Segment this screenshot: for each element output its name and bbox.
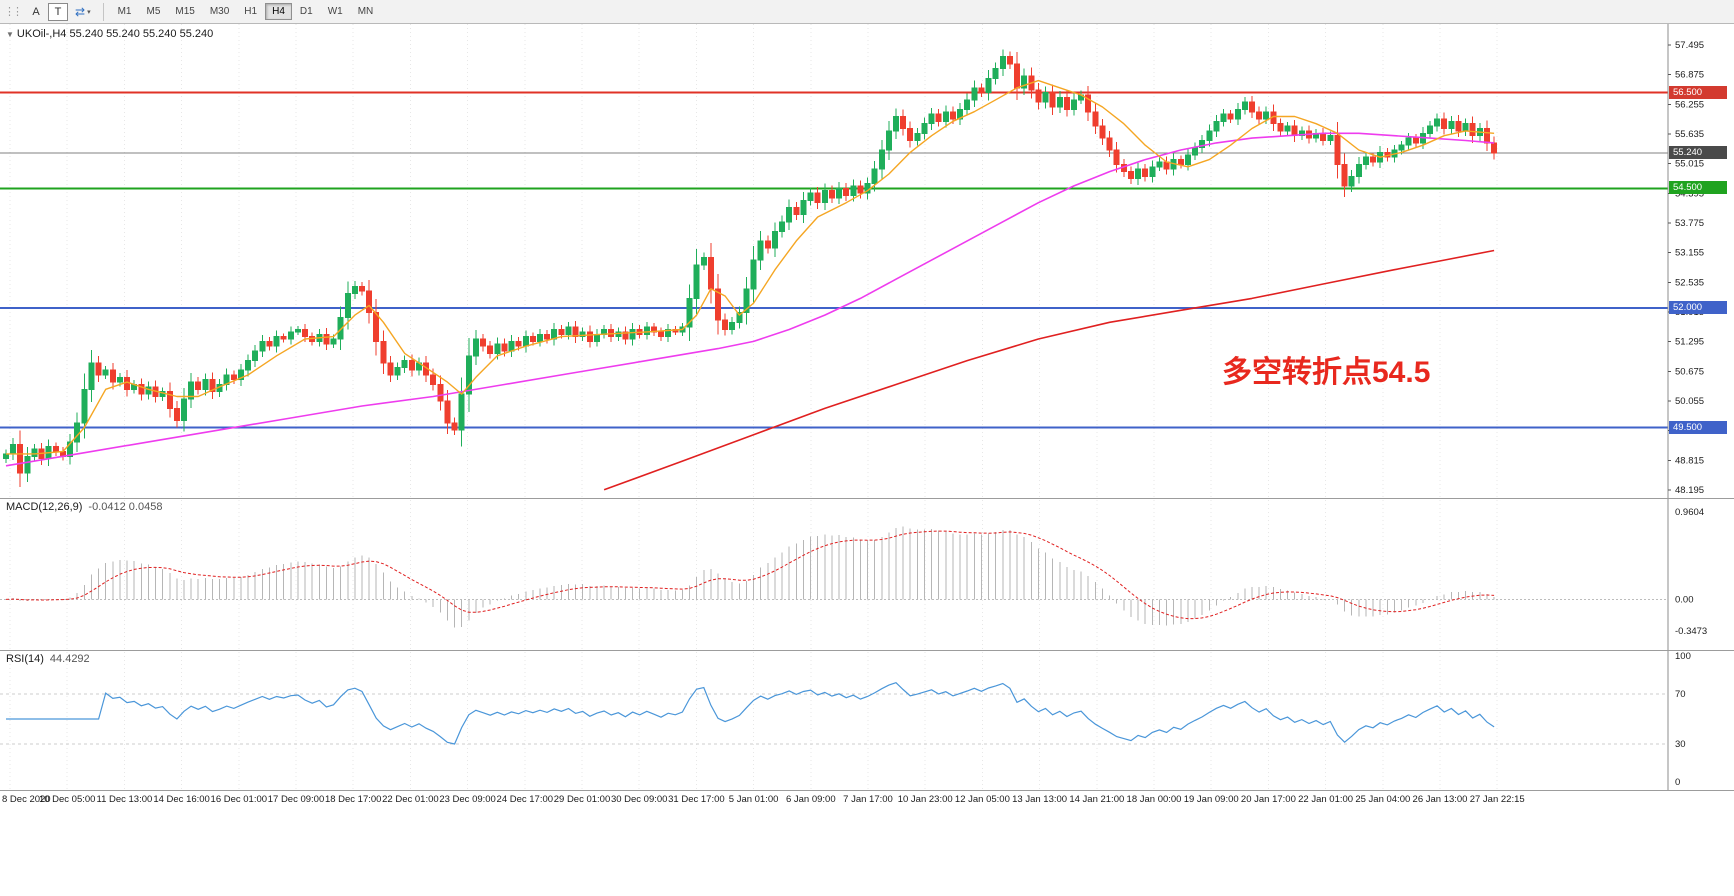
svg-text:22 Jan 01:00: 22 Jan 01:00 — [1298, 794, 1353, 805]
svg-text:56.875: 56.875 — [1675, 70, 1704, 81]
svg-text:14 Jan 21:00: 14 Jan 21:00 — [1069, 794, 1124, 805]
timeframe-group: M1 M5 M15 M30 H1 H4 D1 W1 MN — [111, 3, 381, 20]
timeframe-mn-button[interactable]: MN — [351, 3, 381, 20]
macd-layer — [0, 526, 1668, 628]
svg-text:27 Jan 22:15: 27 Jan 22:15 — [1470, 794, 1525, 805]
panel-separators[interactable] — [0, 498, 1734, 791]
svg-text:31 Dec 17:00: 31 Dec 17:00 — [668, 794, 725, 805]
cycle-arrows-icon: ⇄ — [75, 4, 86, 19]
svg-text:16 Dec 01:00: 16 Dec 01:00 — [211, 794, 268, 805]
collapse-marker-icon: ▼ — [6, 30, 14, 39]
svg-text:50.675: 50.675 — [1675, 366, 1704, 377]
svg-text:17 Dec 09:00: 17 Dec 09:00 — [268, 794, 325, 805]
rsi-layer — [0, 682, 1668, 745]
svg-text:12 Jan 05:00: 12 Jan 05:00 — [955, 794, 1010, 805]
svg-text:51.295: 51.295 — [1675, 337, 1704, 348]
svg-text:10 Dec 05:00: 10 Dec 05:00 — [39, 794, 96, 805]
svg-text:48.195: 48.195 — [1675, 485, 1704, 496]
svg-text:53.775: 53.775 — [1675, 218, 1704, 229]
annotation-a-button[interactable]: A — [26, 3, 46, 21]
svg-text:11 Dec 13:00: 11 Dec 13:00 — [96, 794, 152, 805]
svg-text:51.915: 51.915 — [1675, 307, 1704, 318]
svg-text:24 Dec 17:00: 24 Dec 17:00 — [497, 794, 554, 805]
svg-text:5 Jan 01:00: 5 Jan 01:00 — [729, 794, 779, 805]
timeframe-m30-button[interactable]: M30 — [203, 3, 236, 20]
svg-text:30 Dec 09:00: 30 Dec 09:00 — [611, 794, 668, 805]
candles-layer[interactable] — [3, 49, 1498, 487]
svg-text:18 Dec 17:00: 18 Dec 17:00 — [325, 794, 382, 805]
timeframe-w1-button[interactable]: W1 — [321, 3, 350, 20]
rsi-value: 44.4292 — [49, 653, 90, 665]
svg-text:57.495: 57.495 — [1675, 40, 1704, 51]
text-tool-button[interactable]: T — [48, 2, 68, 21]
svg-text:30: 30 — [1675, 739, 1686, 750]
macd-values: -0.0412 0.0458 — [88, 501, 163, 513]
svg-text:19 Jan 09:00: 19 Jan 09:00 — [1184, 794, 1239, 805]
svg-text:14 Dec 16:00: 14 Dec 16:00 — [153, 794, 210, 805]
grid-layer — [9, 24, 1498, 790]
svg-text:100: 100 — [1675, 651, 1691, 662]
svg-text:50.055: 50.055 — [1675, 396, 1704, 407]
timeframe-m5-button[interactable]: M5 — [139, 3, 167, 20]
svg-text:23 Dec 09:00: 23 Dec 09:00 — [439, 794, 496, 805]
symbol-ohlc-text: UKOil-,H4 55.240 55.240 55.240 55.240 — [16, 28, 214, 40]
price-axis[interactable]: 57.495 56.875 56.255 55.635 55.015 54.395 53.7… — [1667, 24, 1707, 790]
chart-annotation-text: 多空转折点54.5 — [1222, 356, 1431, 389]
svg-text:7 Jan 17:00: 7 Jan 17:00 — [843, 794, 893, 805]
svg-text:22 Dec 01:00: 22 Dec 01:00 — [382, 794, 439, 805]
svg-text:0.00: 0.00 — [1675, 594, 1694, 605]
timeframe-d1-button[interactable]: D1 — [293, 3, 320, 20]
chart-canvas[interactable]: 57.495 56.875 56.255 55.635 55.015 54.395 53.7… — [0, 24, 1734, 896]
svg-text:55.015: 55.015 — [1675, 159, 1704, 170]
svg-text:54.395: 54.395 — [1675, 188, 1704, 199]
svg-text:53.155: 53.155 — [1675, 248, 1704, 259]
svg-text:-0.3473: -0.3473 — [1675, 626, 1707, 637]
svg-text:29 Dec 01:00: 29 Dec 01:00 — [554, 794, 611, 805]
toolbar-separator — [102, 2, 104, 21]
moving-averages-layer — [5, 79, 1495, 491]
svg-text:55.635: 55.635 — [1675, 129, 1704, 140]
svg-text:49.435: 49.435 — [1675, 426, 1704, 437]
svg-text:10 Jan 23:00: 10 Jan 23:00 — [898, 794, 953, 805]
macd-indicator-label: MACD(12,26,9) -0.0412 0.0458 — [6, 501, 162, 513]
timeframe-m1-button[interactable]: M1 — [111, 3, 139, 20]
svg-text:25 Jan 04:00: 25 Jan 04:00 — [1355, 794, 1410, 805]
svg-text:56.255: 56.255 — [1675, 99, 1704, 110]
svg-text:26 Jan 13:00: 26 Jan 13:00 — [1413, 794, 1468, 805]
cycle-tool-button[interactable]: ⇄ ▾ — [70, 3, 96, 21]
svg-text:52.535: 52.535 — [1675, 277, 1704, 288]
svg-text:18 Jan 00:00: 18 Jan 00:00 — [1127, 794, 1182, 805]
dropdown-caret-icon: ▾ — [87, 8, 91, 16]
svg-text:0.9604: 0.9604 — [1675, 507, 1704, 518]
rsi-indicator-label: RSI(14) 44.4292 — [6, 653, 90, 665]
symbol-ohlc-label: ▼ UKOil-,H4 55.240 55.240 55.240 55.240 — [6, 28, 213, 40]
svg-text:13 Jan 13:00: 13 Jan 13:00 — [1012, 794, 1067, 805]
chart-area: 57.495 56.875 56.255 55.635 55.015 54.395 53.7… — [0, 24, 1734, 896]
toolbar-grip-icon[interactable]: ⋮⋮ — [4, 6, 23, 18]
macd-name: MACD(12,26,9) — [6, 501, 83, 513]
horizontal-lines-layer[interactable] — [0, 91, 1668, 429]
top-toolbar: ⋮⋮ A T ⇄ ▾ M1 M5 M15 M30 H1 H4 D1 W1 MN — [0, 0, 1734, 24]
rsi-name: RSI(14) — [6, 653, 44, 665]
timeframe-h1-button[interactable]: H1 — [237, 3, 264, 20]
svg-text:6 Jan 09:00: 6 Jan 09:00 — [786, 794, 836, 805]
svg-text:48.815: 48.815 — [1675, 455, 1704, 466]
svg-text:8 Dec 2020: 8 Dec 2020 — [2, 794, 51, 805]
svg-text:70: 70 — [1675, 689, 1686, 700]
svg-text:0: 0 — [1675, 777, 1680, 788]
timeframe-h4-button[interactable]: H4 — [265, 3, 292, 20]
timeframe-m15-button[interactable]: M15 — [168, 3, 201, 20]
svg-text:20 Jan 17:00: 20 Jan 17:00 — [1241, 794, 1296, 805]
